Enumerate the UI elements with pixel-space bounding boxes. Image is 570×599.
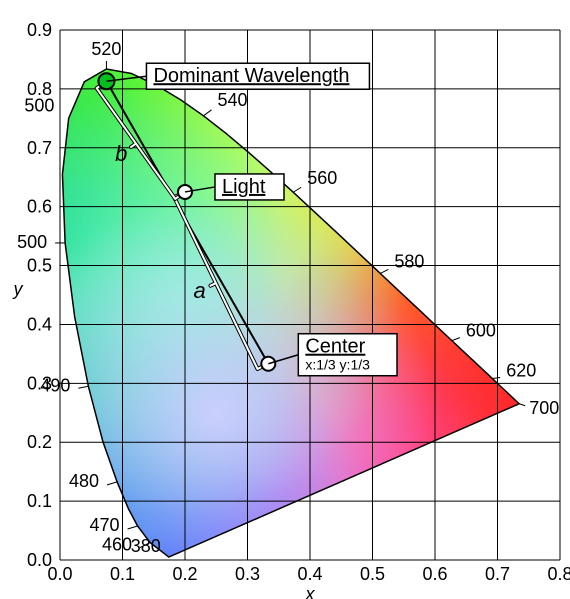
wavelength-label: 460 [102, 535, 132, 555]
cie-chromaticity-diagram: 3804604704804905005005205405605806006207… [0, 0, 570, 599]
y-tick-label: 0.1 [27, 491, 52, 511]
x-tick-label: 0.5 [360, 564, 385, 584]
x-axis-label: x [305, 584, 316, 599]
wavelength-label: 620 [506, 360, 536, 380]
wavelength-label: 600 [466, 321, 496, 341]
wavelength-label: 470 [90, 515, 120, 535]
center-label-sub: x:1/3 y:1/3 [305, 357, 370, 373]
wavelength-label: 580 [394, 251, 424, 271]
wavelength-label: 540 [218, 90, 248, 110]
x-tick-label: 0.4 [297, 564, 322, 584]
y-tick-label: 0.2 [27, 432, 52, 452]
y-axis-label: y [12, 279, 24, 299]
y-tick-label: 0.5 [27, 256, 52, 276]
x-tick-label: 0.6 [422, 564, 447, 584]
wavelength-label: 480 [69, 471, 99, 491]
wavelength-label: 700 [529, 398, 559, 418]
x-tick-label: 0.7 [485, 564, 510, 584]
x-tick-label: 0.8 [547, 564, 570, 584]
segment-a-label: a [194, 278, 206, 303]
y-tick-label: 0.4 [27, 314, 52, 334]
x-tick-label: 0.1 [110, 564, 135, 584]
light-label-title: Light [222, 176, 266, 198]
wavelength-label: 380 [131, 536, 161, 556]
center-label-title: Center [305, 336, 365, 358]
x-tick-label: 0.3 [235, 564, 260, 584]
y-tick-label: 0.0 [27, 550, 52, 570]
y-tick-label: 0.6 [27, 197, 52, 217]
x-tick-label: 0.2 [172, 564, 197, 584]
wavelength-label: 560 [307, 168, 337, 188]
y-tick-label: 0.9 [27, 20, 52, 40]
y-tick-label: 0.8 [27, 79, 52, 99]
y-tick-label: 0.3 [27, 373, 52, 393]
y-tick-label: 0.7 [27, 138, 52, 158]
segment-b-label: b [115, 141, 127, 166]
dominant-label-title: Dominant Wavelength [153, 65, 349, 87]
wavelength-label: 520 [91, 39, 121, 59]
wavelength-label: 500 [17, 232, 47, 252]
